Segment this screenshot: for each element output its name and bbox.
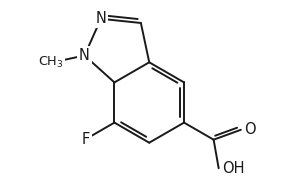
Text: O: O bbox=[244, 122, 256, 137]
Text: OH: OH bbox=[222, 161, 244, 176]
Text: N: N bbox=[79, 48, 90, 63]
Text: CH$_3$: CH$_3$ bbox=[38, 55, 64, 70]
Text: F: F bbox=[82, 132, 90, 146]
Text: N: N bbox=[95, 11, 106, 26]
